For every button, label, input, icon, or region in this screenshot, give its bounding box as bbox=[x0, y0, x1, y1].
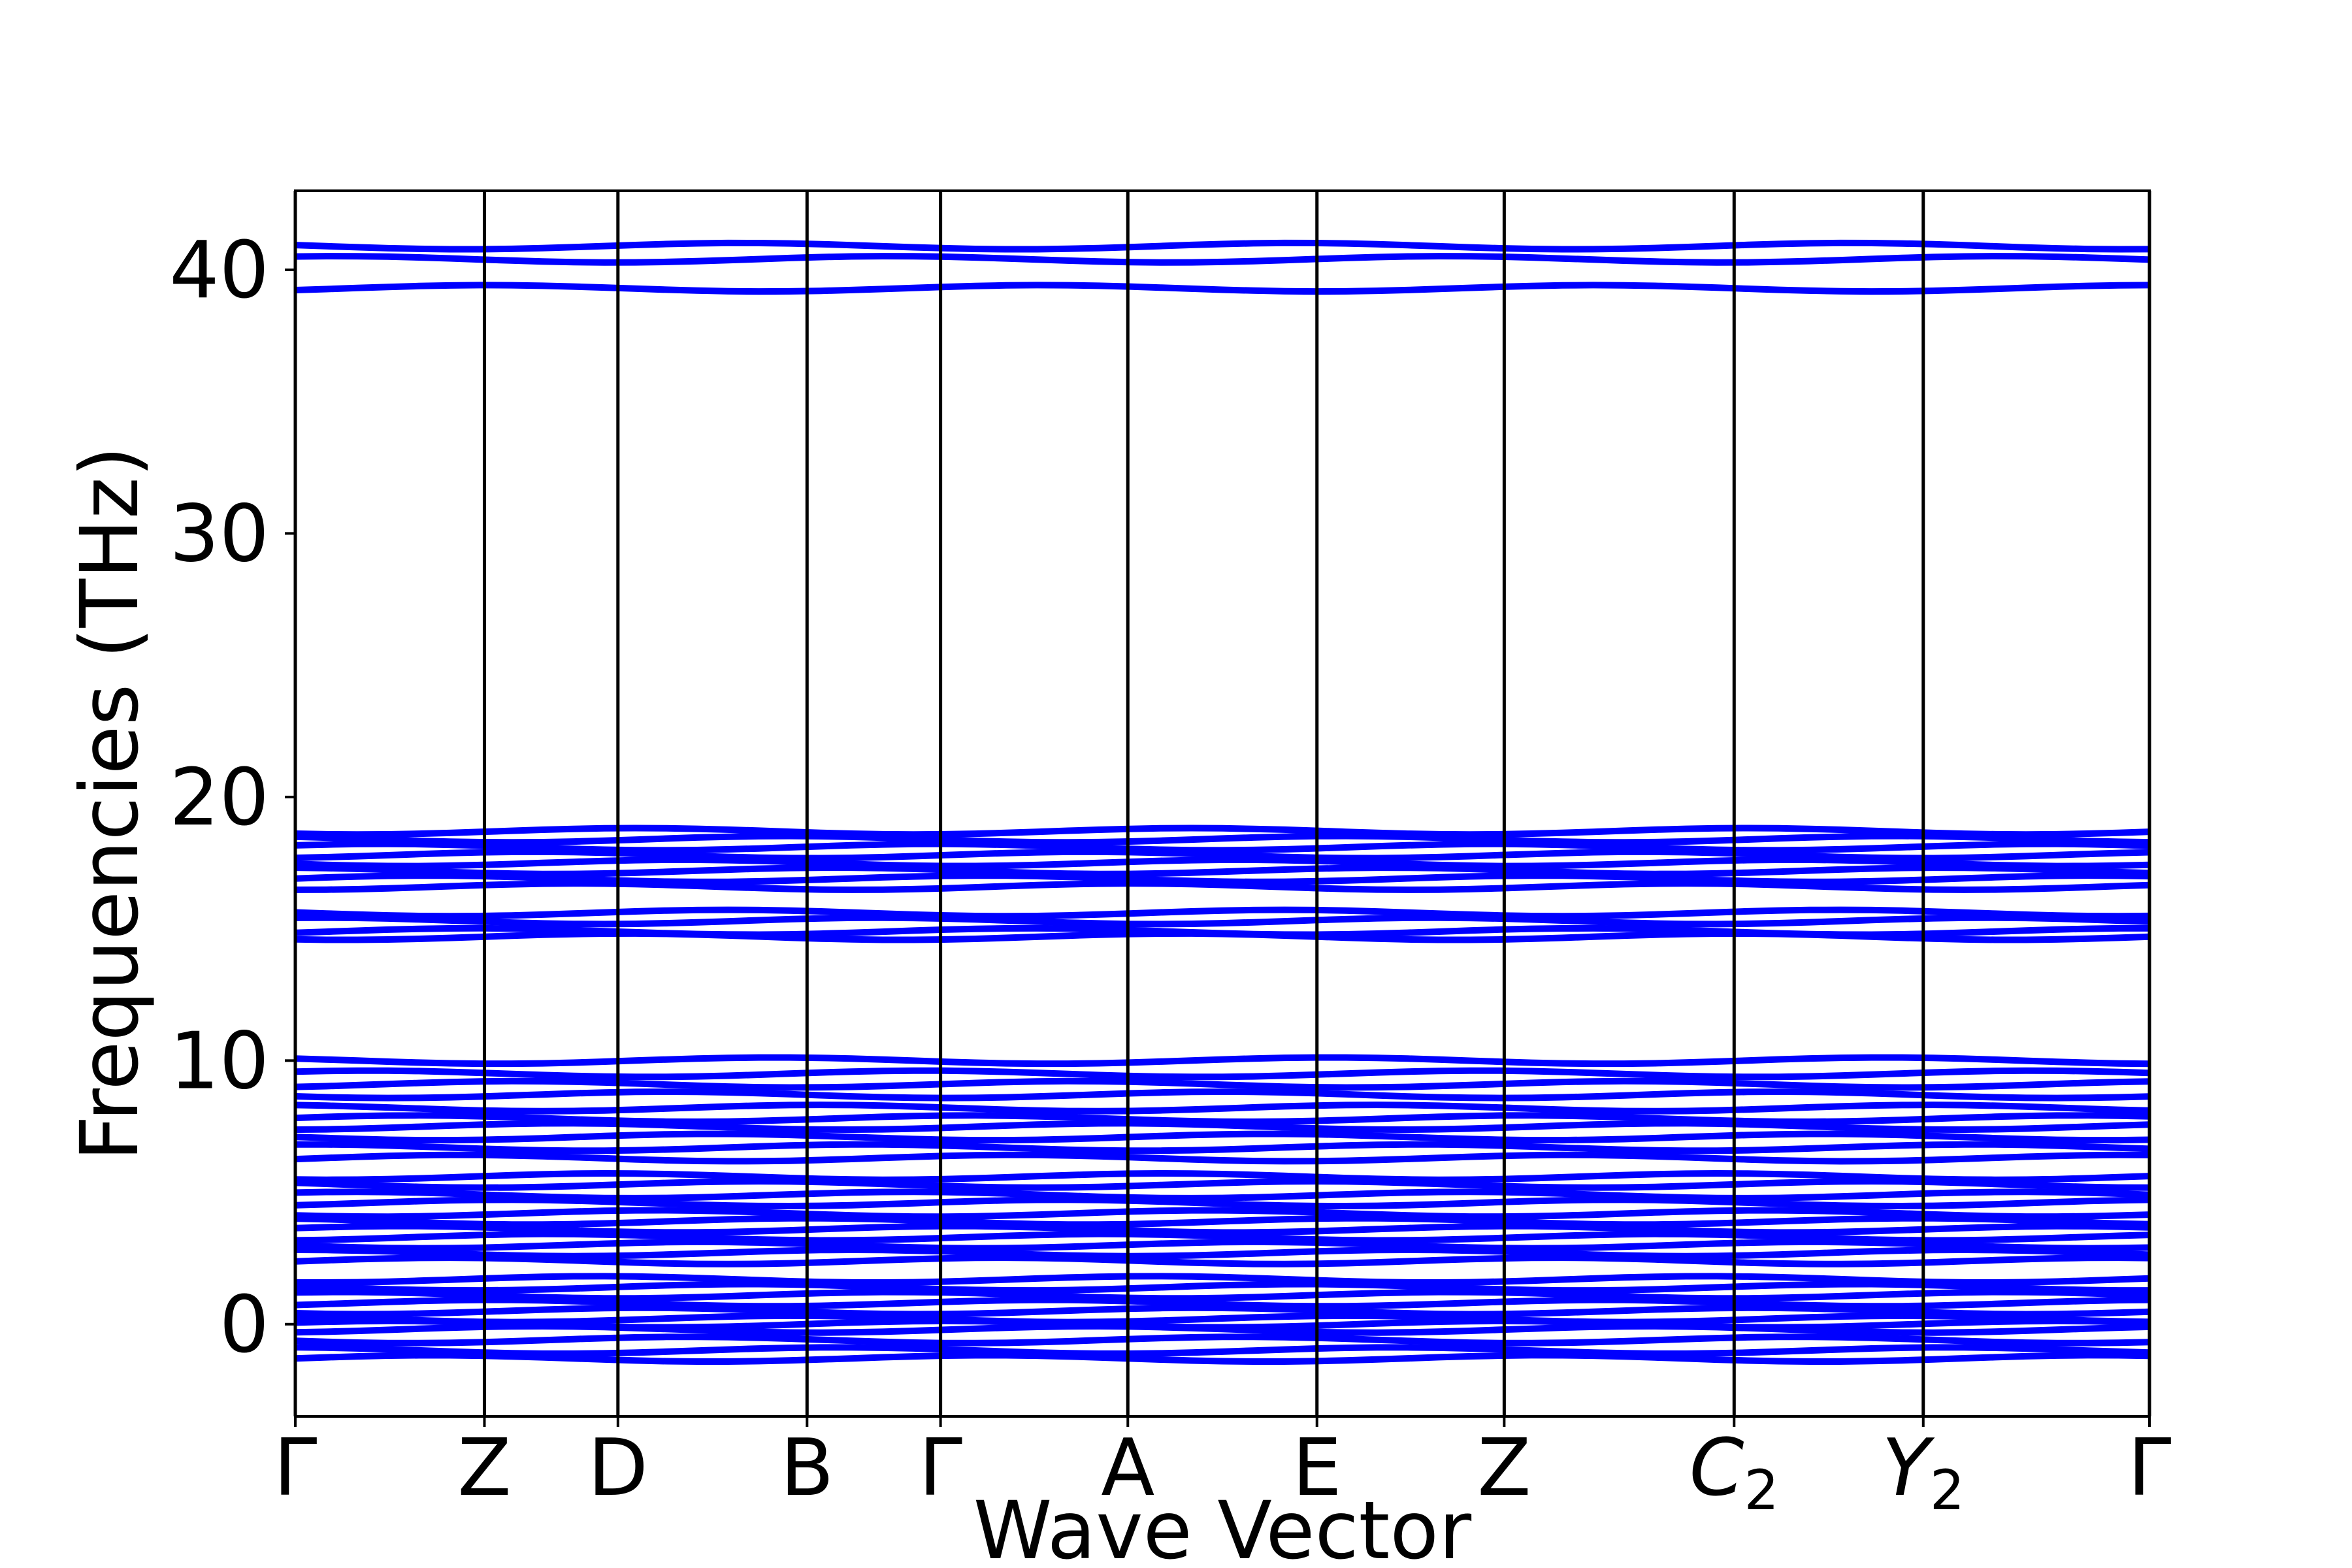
band-line bbox=[295, 864, 2150, 877]
band-line bbox=[295, 872, 2150, 885]
band-line bbox=[295, 880, 2150, 893]
x-tick-label: Z bbox=[457, 1423, 511, 1514]
band-line bbox=[295, 1130, 2150, 1144]
x-tick-label: Γ bbox=[919, 1423, 962, 1514]
band-lines bbox=[295, 239, 2150, 1365]
band-line bbox=[295, 1281, 2149, 1294]
x-tick-label: Y2 bbox=[1882, 1423, 1965, 1522]
band-line bbox=[295, 1296, 2150, 1310]
x-axis-title: Wave Vector bbox=[973, 1484, 1472, 1568]
x-axis-ticks: Γ Z D B Γ A E Z C2 Y2 Γ bbox=[274, 1416, 2172, 1522]
band-line bbox=[295, 1304, 2150, 1318]
band-line bbox=[295, 253, 2150, 266]
band-line bbox=[295, 1246, 2150, 1260]
x-tick-label: B bbox=[780, 1423, 834, 1514]
x-tick-label: Z bbox=[1477, 1423, 1531, 1514]
band-line bbox=[295, 825, 2150, 838]
x-tick-label: D bbox=[588, 1423, 648, 1514]
y-tick-label: 10 bbox=[169, 1016, 269, 1107]
band-line bbox=[295, 1333, 2150, 1347]
y-tick-label: 40 bbox=[169, 225, 269, 316]
y-axis-title: Frequencies (THz) bbox=[63, 446, 156, 1162]
y-tick-label: 30 bbox=[169, 489, 269, 580]
band-line bbox=[295, 924, 2149, 938]
band-line bbox=[295, 1054, 2150, 1068]
x-tick-label: C2 bbox=[1690, 1423, 1779, 1522]
band-line bbox=[295, 1273, 2150, 1286]
band-line bbox=[295, 1102, 2150, 1115]
band-line bbox=[295, 1352, 2150, 1365]
plot-frame bbox=[294, 189, 2151, 1418]
y-tick-label: 0 bbox=[220, 1280, 269, 1371]
band-line bbox=[295, 1141, 2150, 1154]
band-line bbox=[295, 239, 2150, 253]
band-line bbox=[295, 1344, 2150, 1357]
band-line bbox=[295, 1215, 2150, 1228]
band-line bbox=[295, 1077, 2150, 1091]
band-line bbox=[295, 1254, 2150, 1267]
band-line bbox=[295, 1196, 2150, 1210]
band-line bbox=[295, 1312, 2150, 1326]
band-line bbox=[295, 914, 2150, 928]
y-axis-ticks: 0 10 20 30 40 bbox=[169, 225, 295, 1371]
band-line bbox=[295, 1151, 2150, 1165]
band-line bbox=[295, 1288, 2150, 1302]
band-line bbox=[295, 1238, 2150, 1252]
band-line bbox=[295, 1188, 2150, 1201]
band-line bbox=[295, 906, 2150, 920]
band-line bbox=[295, 1112, 2150, 1125]
band-line bbox=[295, 1317, 2150, 1331]
band-line bbox=[295, 1120, 2150, 1134]
band-line bbox=[295, 1088, 2150, 1102]
band-line bbox=[295, 832, 2150, 846]
band-line bbox=[295, 1169, 2150, 1183]
x-tick-label: Γ bbox=[274, 1423, 318, 1514]
y-tick-label: 20 bbox=[169, 753, 269, 843]
band-line bbox=[295, 1207, 2150, 1220]
band-line bbox=[295, 282, 2150, 295]
band-line bbox=[295, 1222, 2150, 1236]
band-line bbox=[295, 1178, 2150, 1191]
x-tick-label: E bbox=[1292, 1423, 1342, 1514]
x-tick-label: Γ bbox=[2128, 1423, 2172, 1514]
x-tick-label: A bbox=[1101, 1423, 1154, 1514]
band-line bbox=[295, 1067, 2150, 1081]
band-line bbox=[295, 840, 2150, 854]
